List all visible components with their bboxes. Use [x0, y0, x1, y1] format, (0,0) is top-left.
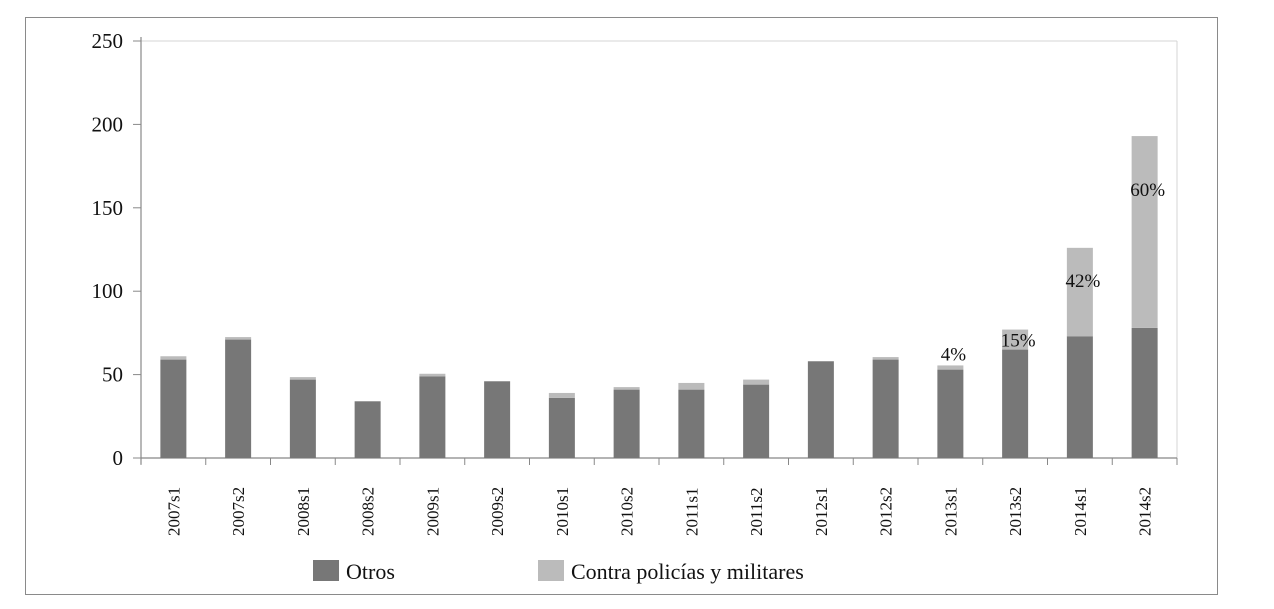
y-tick-label: 50	[102, 363, 123, 387]
x-tick-label: 2009s2	[488, 487, 507, 536]
bar-otros-2007s2	[225, 339, 252, 458]
bar-contra-policias-2013s1	[937, 365, 964, 370]
x-tick-label: 2009s1	[423, 487, 442, 536]
bar-otros-2009s1	[419, 376, 446, 458]
x-tick-label: 2014s1	[1071, 487, 1090, 536]
x-tick-label: 2013s1	[941, 487, 960, 536]
bar-otros-2014s2	[1131, 327, 1158, 458]
bar-contra-policias-2011s1	[678, 382, 705, 390]
bar-otros-2010s1	[548, 397, 575, 458]
bar-otros-2007s1	[160, 359, 187, 458]
bar-contra-policias-2010s2	[613, 387, 640, 390]
bar-contra-policias-2009s1	[419, 373, 446, 377]
x-tick-label: 2007s2	[229, 487, 248, 536]
bar-contra-policias-2007s1	[160, 356, 187, 360]
y-tick-label: 0	[113, 446, 124, 470]
y-tick-label: 250	[92, 29, 124, 53]
x-tick-label: 2011s2	[747, 488, 766, 537]
percentage-annotation: 15%	[1001, 331, 1036, 352]
x-tick-label: 2008s2	[359, 487, 378, 536]
bar-otros-2011s1	[678, 389, 705, 458]
bar-otros-2009s2	[484, 381, 511, 458]
bar-contra-policias-2010s1	[548, 392, 575, 398]
bar-otros-2014s1	[1066, 336, 1093, 458]
bar-otros-2013s1	[937, 369, 964, 458]
bar-otros-2013s2	[1002, 349, 1029, 458]
legend-label: Contra policías y militares	[571, 559, 804, 584]
y-tick-label: 200	[92, 112, 124, 136]
bar-contra-policias-2007s2	[225, 337, 252, 340]
chart-frame	[25, 17, 1218, 595]
x-tick-label: 2014s2	[1136, 487, 1155, 536]
bar-contra-policias-2011s2	[743, 379, 770, 385]
x-tick-label: 2007s1	[164, 487, 183, 536]
percentage-annotation: 60%	[1130, 180, 1165, 201]
bar-otros-2011s2	[743, 384, 770, 458]
bar-contra-policias-2013s2	[1002, 329, 1029, 350]
bar-contra-policias-2008s1	[289, 377, 316, 380]
legend-swatch-contra-policias	[538, 560, 564, 581]
bar-contra-policias-2014s1	[1066, 247, 1093, 337]
bar-otros-2008s1	[289, 379, 316, 458]
bar-contra-policias-2012s2	[872, 357, 899, 360]
legend-swatch-otros	[313, 560, 339, 581]
x-tick-label: 2012s1	[812, 487, 831, 536]
x-tick-label: 2008s1	[294, 487, 313, 536]
percentage-annotation: 4%	[941, 344, 967, 365]
x-tick-label: 2012s2	[877, 487, 896, 536]
bar-otros-2012s2	[872, 359, 899, 458]
percentage-annotation: 42%	[1065, 271, 1100, 292]
x-tick-label: 2013s2	[1006, 487, 1025, 536]
y-tick-label: 100	[92, 279, 124, 303]
x-tick-label: 2011s1	[682, 488, 701, 537]
bar-otros-2012s1	[807, 361, 834, 458]
bar-contra-policias-2014s2	[1131, 136, 1158, 328]
x-tick-label: 2010s1	[553, 487, 572, 536]
x-tick-label: 2010s2	[618, 487, 637, 536]
legend-label: Otros	[346, 559, 395, 584]
y-tick-label: 150	[92, 196, 124, 220]
bar-otros-2010s2	[613, 389, 640, 458]
bar-otros-2008s2	[354, 401, 381, 458]
